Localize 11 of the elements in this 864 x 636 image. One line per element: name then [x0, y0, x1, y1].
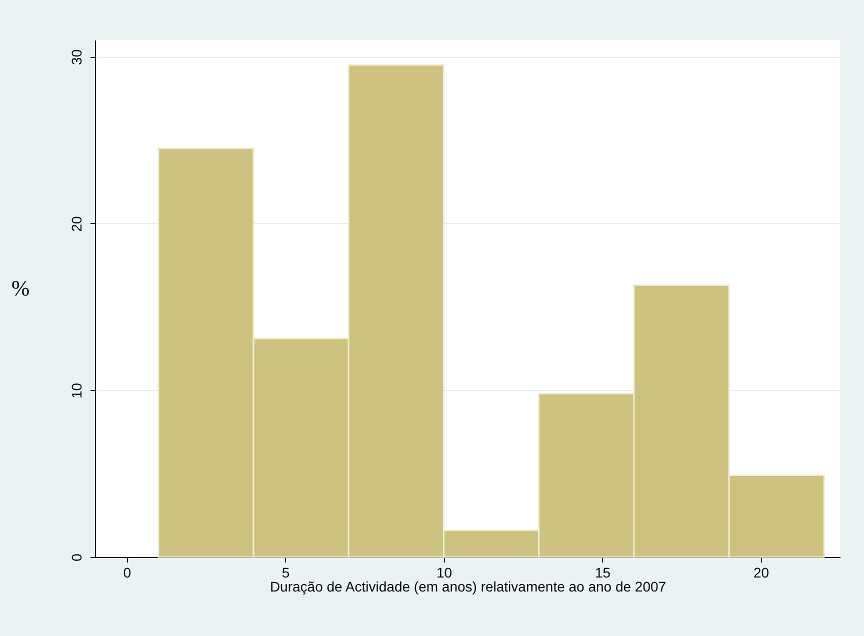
y-axis-title: % — [11, 276, 30, 300]
x-tick-label: 10 — [436, 564, 452, 580]
y-tick-label: 0 — [68, 553, 84, 562]
y-tick-label: 20 — [68, 216, 84, 232]
y-tick-label: 10 — [68, 382, 84, 399]
x-tick-label: 0 — [123, 564, 132, 580]
x-tick-label: 15 — [594, 564, 611, 580]
x-axis-title: Duração de Actividade (em anos) relativamente ao ano de 2007 — [270, 578, 666, 594]
x-tick-label: 20 — [753, 564, 770, 580]
x-tick-label: 5 — [282, 564, 290, 580]
y-tick-label: 30 — [68, 49, 84, 65]
